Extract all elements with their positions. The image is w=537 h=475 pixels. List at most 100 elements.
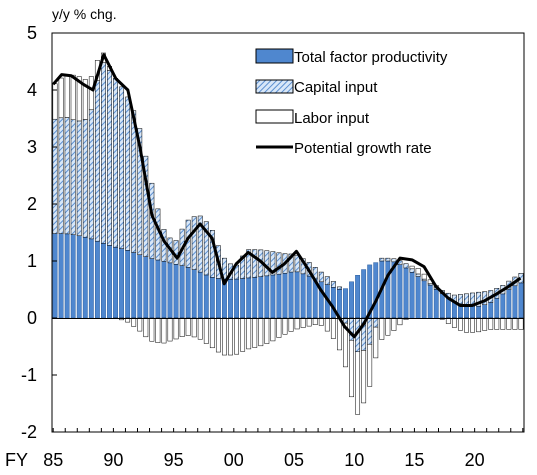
bar-capital [270,251,276,276]
bar-labor [234,317,239,355]
bar-capital [88,109,94,240]
bar-labor [155,317,161,343]
bar-tfp [252,277,258,319]
bar-labor [185,317,191,336]
bar-tfp [240,278,246,319]
bar-tfp [64,233,70,319]
bar-tfp [107,245,112,319]
bar-labor [82,79,88,120]
bar-labor [179,317,185,337]
bar-capital [76,120,82,237]
bar-tfp [161,261,167,319]
bar-labor [318,317,324,326]
bar-tfp [52,233,58,319]
legend-label-capital: Capital input [294,79,378,96]
bar-labor [131,317,137,327]
bar-labor [258,317,264,347]
bar-labor [58,77,64,119]
bar-capital [101,62,106,244]
bar-labor [143,317,149,338]
bar-labor [312,317,318,325]
bar-capital [209,230,215,278]
bar-tfp [482,304,488,319]
bar-labor [215,317,221,353]
bar-capital [403,263,409,269]
bar-tfp [476,305,482,319]
bar-labor [270,317,276,342]
bar-tfp [191,269,197,319]
bar-labor [167,317,173,342]
bar-capital [70,119,76,235]
y-tick-label: 3 [27,137,37,157]
bar-tfp [439,293,445,319]
bar-capital [373,317,379,328]
bar-labor [300,317,306,328]
bar-tfp [506,289,512,319]
y-tick-label: 0 [27,308,37,328]
bar-labor [512,317,518,330]
bar-tfp [373,262,379,319]
bar-capital [324,276,330,285]
bar-tfp [94,240,100,319]
legend-label-tfp: Total factor productivity [294,49,448,66]
bar-tfp [113,246,118,319]
bar-labor [391,317,397,331]
bar-labor [264,317,270,344]
bar-tfp [409,272,415,319]
bar-labor [252,317,258,348]
bar-labor [288,317,294,332]
bar-labor [458,317,463,331]
bar-tfp [470,305,476,319]
bar-labor [240,317,246,352]
bar-labor [361,350,367,404]
legend-label-labor: Labor input [294,110,370,127]
bar-tfp [433,289,439,319]
bar-labor [246,317,252,350]
potential-growth-line [52,53,522,339]
bar-capital [330,281,336,288]
bar-capital [58,117,64,234]
bar-tfp [403,267,409,319]
legend-swatch-capital [255,79,294,94]
bar-tfp [488,302,494,319]
x-tick-label: 90 [103,450,123,470]
bar-labor [379,317,385,340]
bars-layer [52,52,524,415]
bar-tfp [203,274,209,319]
bar-capital [288,253,294,273]
bar-labor [222,317,227,356]
bar-capital [52,118,58,234]
bar-labor [373,326,379,359]
bar-tfp [149,258,155,319]
bar-capital [119,86,125,249]
y-tick-label: -2 [21,422,37,442]
bar-labor [209,317,215,349]
y-tick-label: -1 [21,365,37,385]
x-tick-label: 15 [404,450,424,470]
bar-capital [197,215,203,273]
bar-labor [324,317,330,332]
bar-capital [246,249,252,279]
x-tick-label: 20 [465,450,485,470]
y-tick-label: 2 [27,194,37,214]
bar-labor [88,76,94,111]
bar-labor [518,317,524,330]
bar-tfp [512,285,518,319]
bar-tfp [349,281,354,319]
bar-labor [451,317,457,328]
bar-capital [458,294,463,305]
bar-labor [343,322,348,368]
bar-capital [137,128,143,255]
bar-capital [125,96,131,251]
bar-capital [252,249,258,278]
legend-swatch-labor [255,109,294,124]
bar-labor [506,317,512,330]
bar-labor [488,317,494,330]
bar-labor [355,351,361,415]
bar-tfp [361,269,367,319]
x-tick-label: 95 [164,450,184,470]
bar-capital [264,250,270,277]
bar-tfp [76,235,82,319]
bar-tfp [288,271,294,319]
bar-labor [70,74,76,120]
